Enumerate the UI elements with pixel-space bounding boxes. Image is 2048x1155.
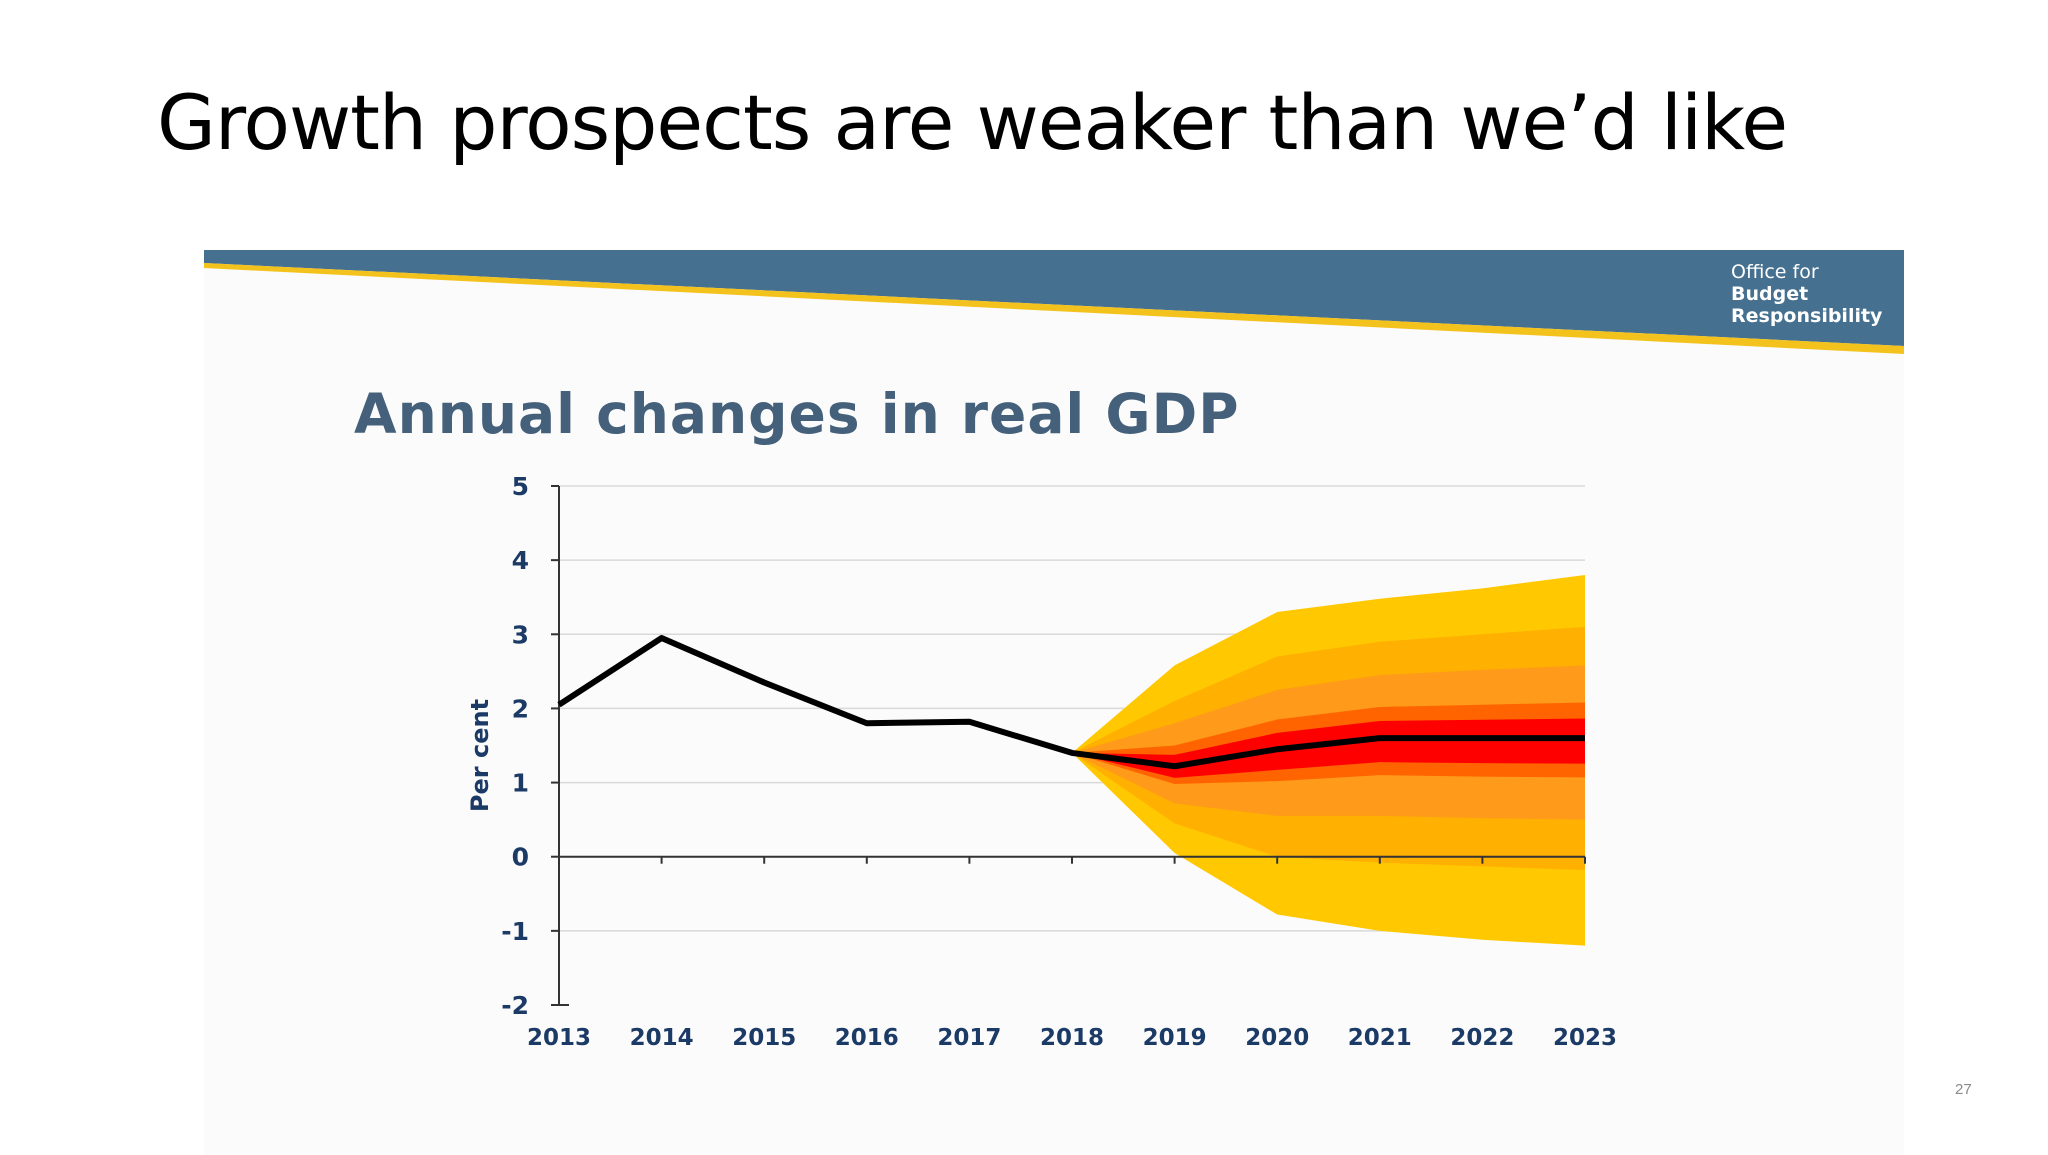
x-tick-label: 2014 — [630, 1025, 694, 1051]
y-tick-label: -2 — [501, 991, 529, 1020]
x-tick-label: 2019 — [1143, 1025, 1207, 1051]
y-tick-label: 0 — [512, 843, 529, 872]
x-tick-label: 2023 — [1553, 1025, 1617, 1051]
page-number: 27 — [1955, 1081, 1972, 1098]
x-tick-label: 2015 — [732, 1025, 796, 1051]
x-tick-label: 2022 — [1450, 1025, 1514, 1051]
x-tick-label: 2017 — [937, 1025, 1001, 1051]
y-tick-label: 4 — [512, 546, 529, 575]
x-tick-label: 2018 — [1040, 1025, 1104, 1051]
x-tick-label: 2020 — [1245, 1025, 1309, 1051]
x-tick-label: 2013 — [527, 1025, 591, 1051]
y-tick-label: 3 — [512, 620, 529, 649]
y-tick-label: 2 — [512, 694, 529, 723]
x-tick-label: 2021 — [1348, 1025, 1412, 1051]
y-tick-label: -1 — [501, 917, 529, 946]
y-axis-label: Per cent — [466, 699, 494, 812]
x-tick-label: 2016 — [835, 1025, 899, 1051]
y-tick-label: 1 — [512, 769, 529, 798]
y-tick-label: 5 — [512, 472, 529, 501]
